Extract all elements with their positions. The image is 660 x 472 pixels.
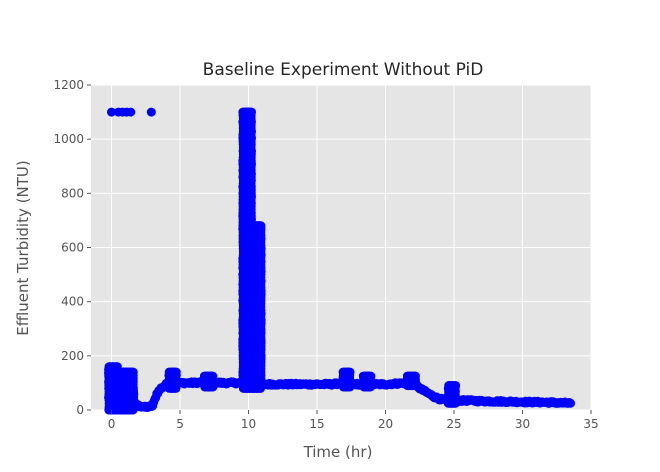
x-tick-label: 0 bbox=[108, 417, 116, 431]
x-tick-label: 10 bbox=[241, 417, 256, 431]
chart-title: Baseline Experiment Without PiD bbox=[203, 60, 484, 80]
x-tick-label: 20 bbox=[378, 417, 393, 431]
x-axis-label: Time (hr) bbox=[303, 443, 373, 461]
y-tick-label: 400 bbox=[61, 295, 84, 309]
x-tick-label: 30 bbox=[515, 417, 530, 431]
data-point bbox=[345, 367, 355, 377]
data-point bbox=[410, 371, 420, 381]
outlier-point bbox=[107, 107, 116, 117]
data-points bbox=[104, 107, 575, 415]
y-tick-label: 600 bbox=[61, 241, 84, 255]
y-tick-label: 1000 bbox=[53, 132, 84, 146]
outlier-point bbox=[146, 107, 156, 117]
y-tick-label: 200 bbox=[61, 349, 84, 363]
y-tick-label: 0 bbox=[76, 403, 84, 417]
x-tick-label: 25 bbox=[446, 417, 461, 431]
y-axis-label: Effluent Turbidity (NTU) bbox=[14, 160, 32, 335]
data-point bbox=[247, 107, 256, 117]
outlier-point bbox=[126, 107, 136, 117]
y-axis-ticks: 0 200 400 600 800 1000 1200 bbox=[53, 78, 91, 417]
data-point bbox=[128, 367, 138, 377]
x-tick-label: 5 bbox=[176, 417, 184, 431]
data-point bbox=[366, 371, 376, 381]
data-point bbox=[171, 367, 181, 377]
y-tick-label: 800 bbox=[61, 186, 84, 200]
data-point bbox=[256, 221, 266, 231]
x-tick-label: 35 bbox=[583, 417, 598, 431]
data-point bbox=[451, 381, 461, 391]
y-tick-label: 1200 bbox=[53, 78, 84, 92]
data-point bbox=[208, 371, 218, 381]
x-axis-ticks: 0 5 10 15 20 25 30 35 bbox=[108, 410, 599, 431]
x-tick-label: 15 bbox=[309, 417, 324, 431]
data-point bbox=[566, 398, 575, 408]
